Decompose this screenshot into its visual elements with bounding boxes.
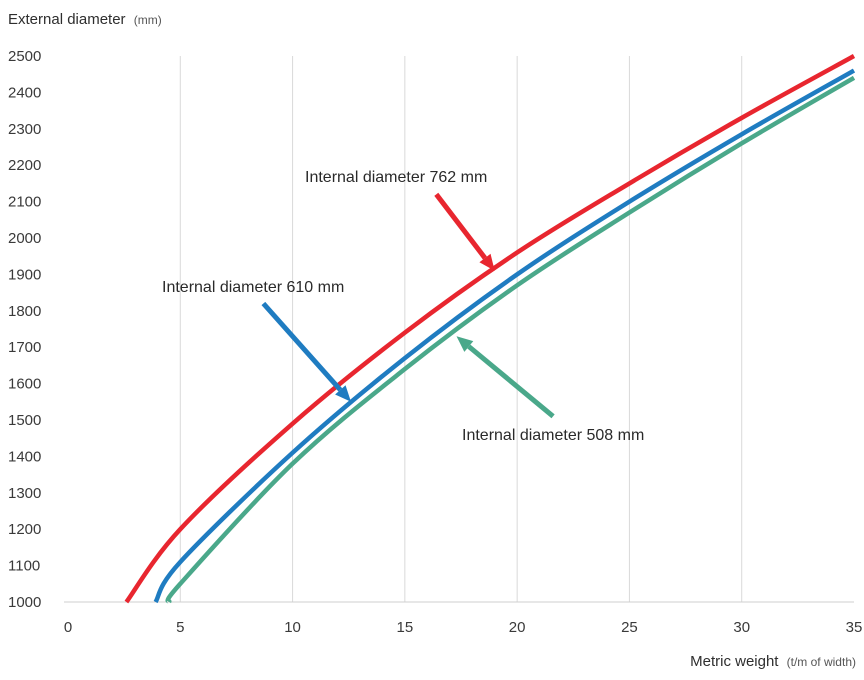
annotation-arrow-shaft (434, 192, 487, 260)
series-line-0 (124, 54, 856, 604)
x-axis-title-unit: (t/m of width) (787, 655, 856, 669)
y-tick-label: 2100 (8, 194, 41, 211)
annotation-label: Internal diameter 508 mm (462, 427, 644, 444)
series-line-1 (153, 68, 856, 604)
annotation-label: Internal diameter 762 mm (305, 169, 487, 186)
y-axis-title-main: External diameter (8, 11, 126, 28)
y-tick-label: 1400 (8, 448, 41, 465)
annotation-arrow-shaft (467, 344, 555, 419)
x-tick-label: 10 (284, 619, 301, 636)
y-tick-label: 1800 (8, 303, 41, 320)
series-layer (124, 54, 856, 604)
annotation-arrow-head (456, 336, 474, 352)
x-tick-label: 15 (397, 619, 414, 636)
annotation-arrow-head (335, 385, 351, 402)
annotation-arrow-head (479, 253, 495, 271)
annotation-label: Internal diameter 610 mm (162, 279, 344, 296)
y-axis-title: External diameter (mm) (8, 11, 162, 28)
y-tick-label: 1900 (8, 266, 41, 283)
y-tick-label: 1100 (8, 558, 40, 575)
annotations: Internal diameter 762 mm Internal diamete… (162, 169, 644, 444)
x-tick-label: 0 (64, 619, 72, 636)
x-tick-label: 25 (621, 619, 638, 636)
y-tick-label: 2200 (8, 157, 41, 174)
x-tick-label: 30 (733, 619, 750, 636)
y-tick-label: 2400 (8, 84, 41, 101)
x-tick-label: 35 (846, 619, 863, 636)
y-tick-label: 1000 (8, 594, 41, 611)
grid (64, 56, 854, 603)
ticks: 0 5 10 15 20 25 30 35 1000 1100 1200 1300 1400 1500 16… (8, 48, 862, 636)
annotation-arrow-shaft (261, 301, 343, 392)
y-tick-label: 1500 (8, 412, 41, 429)
x-tick-label: 5 (176, 619, 184, 636)
x-tick-label: 20 (509, 619, 526, 636)
y-tick-label: 2000 (8, 230, 41, 247)
y-tick-label: 1700 (8, 339, 41, 356)
y-tick-label: 1200 (8, 521, 41, 538)
y-tick-label: 2500 (8, 48, 41, 65)
x-axis-title: Metric weight (t/m of width) (690, 653, 856, 670)
y-axis-title-unit: (mm) (134, 13, 162, 27)
series-line-2 (165, 75, 856, 604)
y-tick-label: 2300 (8, 121, 41, 138)
y-tick-label: 1300 (8, 485, 41, 502)
x-axis-title-main: Metric weight (690, 653, 779, 670)
y-tick-label: 1600 (8, 376, 41, 393)
